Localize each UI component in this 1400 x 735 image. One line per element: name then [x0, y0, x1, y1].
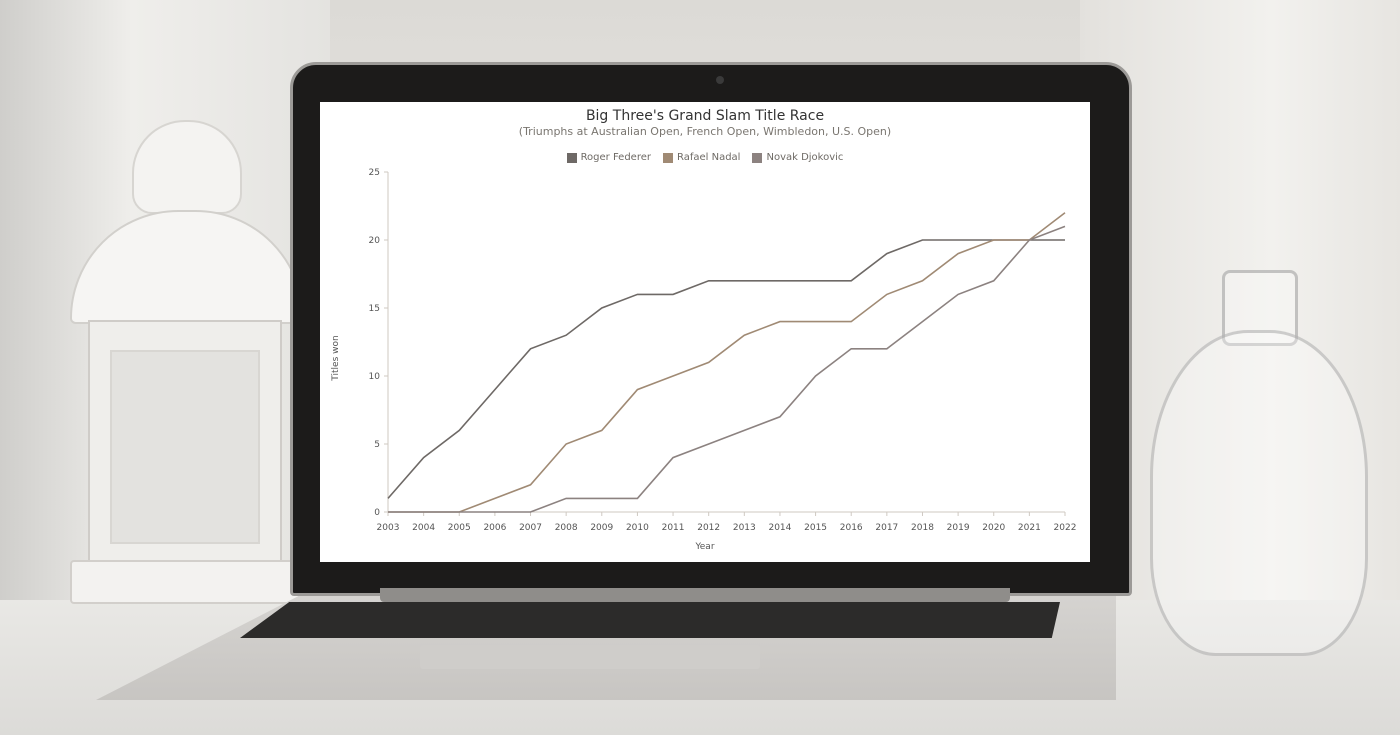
chart-legend: Roger Federer Rafael Nadal Novak Djokovi… — [320, 152, 1090, 163]
legend-item-nadal[interactable]: Rafael Nadal — [662, 152, 741, 163]
x-tick-label: 2012 — [697, 523, 720, 533]
laptop-screen: Big Three's Grand Slam Title Race (Trium… — [320, 102, 1090, 562]
laptop-trackpad — [420, 645, 760, 669]
chart-subtitle: (Triumphs at Australian Open, French Ope… — [518, 125, 892, 138]
legend-swatch-djokovic — [752, 152, 763, 163]
x-tick-label: 2015 — [804, 523, 827, 533]
x-tick-label: 2009 — [590, 523, 613, 533]
lantern-decoration — [70, 120, 304, 604]
legend-item-federer[interactable]: Roger Federer — [566, 152, 651, 163]
x-tick-label: 2020 — [982, 523, 1005, 533]
x-tick-label: 2004 — [412, 523, 435, 533]
x-tick-label: 2017 — [875, 523, 898, 533]
y-tick-label: 15 — [369, 304, 380, 314]
x-tick-label: 2021 — [1018, 523, 1041, 533]
x-tick-label: 2016 — [840, 523, 863, 533]
x-axis-label: Year — [695, 542, 715, 552]
plot-area: 0 5 10 15 20 25 2003 2004 2005 2006 2007 2008 2009 20… — [369, 168, 1077, 533]
x-tick-label: 2006 — [483, 523, 506, 533]
lantern-cap — [132, 120, 242, 214]
vase-bulb — [1150, 330, 1368, 656]
laptop-keyboard — [240, 602, 1060, 638]
series-line-0 — [387, 239, 1065, 499]
series-line-1 — [388, 212, 1066, 513]
y-tick-label: 25 — [369, 168, 380, 178]
chart-title: Big Three's Grand Slam Title Race — [585, 108, 825, 124]
y-tick-label: 20 — [369, 236, 381, 246]
x-tick-label: 2008 — [555, 523, 578, 533]
x-tick-label: 2007 — [519, 523, 542, 533]
x-tick-label: 2010 — [626, 523, 649, 533]
legend-swatch-federer — [566, 152, 577, 163]
x-tick-label: 2022 — [1054, 523, 1077, 533]
lantern-base — [70, 560, 300, 604]
x-tick-label: 2011 — [662, 523, 685, 533]
x-tick-label: 2018 — [911, 523, 934, 533]
x-tick-label: 2013 — [733, 523, 756, 533]
laptop-hinge — [380, 588, 1010, 602]
y-tick-label: 5 — [374, 440, 380, 450]
camera-icon — [716, 76, 724, 84]
lantern-glass — [110, 350, 260, 544]
y-tick-label: 10 — [369, 372, 381, 382]
legend-swatch-nadal — [662, 152, 673, 163]
legend-item-djokovic[interactable]: Novak Djokovic — [752, 152, 843, 163]
legend-label-federer: Roger Federer — [580, 152, 651, 163]
x-tick-label: 2014 — [768, 523, 791, 533]
series-line-2 — [388, 225, 1066, 513]
y-tick-label: 0 — [374, 508, 380, 518]
legend-label-djokovic: Novak Djokovic — [766, 152, 844, 163]
x-tick-label: 2003 — [377, 523, 400, 533]
bulb-vase-decoration — [1150, 270, 1370, 660]
lantern-roof — [70, 210, 304, 324]
x-tick-label: 2019 — [947, 523, 970, 533]
legend-label-nadal: Rafael Nadal — [676, 152, 741, 163]
x-tick-label: 2005 — [448, 523, 471, 533]
